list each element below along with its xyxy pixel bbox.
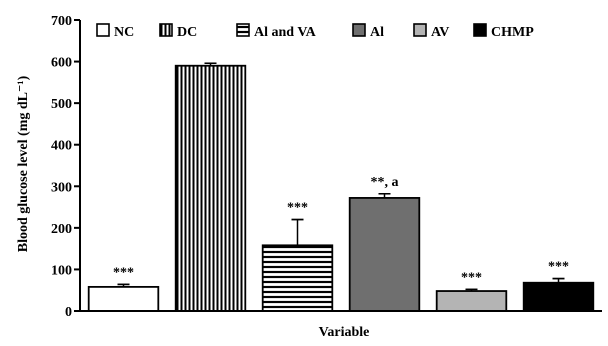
legend-label: CHMP xyxy=(491,25,534,40)
legend-item-chmp: CHMP xyxy=(473,23,534,40)
bar-rect xyxy=(435,290,508,312)
legend-item-av: AV xyxy=(413,23,449,40)
legend-label: NC xyxy=(114,25,134,40)
legend-swatch xyxy=(413,23,427,37)
y-tick-label: 300 xyxy=(51,180,72,195)
legend-swatch xyxy=(159,23,173,37)
y-tick-label: 100 xyxy=(51,263,72,278)
legend-swatch xyxy=(352,23,366,37)
legend-item-al: Al xyxy=(352,23,384,40)
legend-label: AV xyxy=(431,25,449,40)
y-tick-label: 400 xyxy=(51,139,72,154)
legend-swatch xyxy=(236,23,250,37)
legend-swatch xyxy=(473,23,487,37)
bars: *** *** **, a *** *** xyxy=(87,62,595,312)
y-axis-title: Blood glucose level (mg dL⁻¹) xyxy=(16,75,31,252)
significance-label: *** xyxy=(287,201,308,216)
y-tick-label: 200 xyxy=(51,222,72,237)
legend-item-dc: DC xyxy=(159,23,197,40)
bar-rect xyxy=(348,197,421,312)
significance-label: *** xyxy=(461,270,482,285)
bar-chmp: *** xyxy=(522,260,595,312)
bar-rect xyxy=(522,281,595,312)
bar-al: **, a xyxy=(348,175,421,312)
legend-item-al-and-va: Al and VA xyxy=(236,23,317,40)
legend-label: Al and VA xyxy=(254,25,317,40)
legend: NC DC Al and VA Al AV CHMP xyxy=(96,23,534,40)
legend-label: DC xyxy=(177,25,197,40)
bar-dc xyxy=(174,62,247,312)
bar-rect xyxy=(174,64,247,312)
legend-swatch xyxy=(96,23,110,37)
x-axis-title: Variable xyxy=(319,325,370,340)
bar-av: *** xyxy=(435,270,508,312)
bar-al-and-va: *** xyxy=(261,201,334,312)
y-tick-label: 700 xyxy=(51,14,72,29)
legend-item-nc: NC xyxy=(96,23,134,40)
significance-label: *** xyxy=(113,265,134,280)
significance-label: **, a xyxy=(371,175,399,190)
y-axis: 0 100 200 300 400 500 600 700 xyxy=(51,14,81,320)
y-tick-label: 600 xyxy=(51,56,72,71)
significance-label: *** xyxy=(548,260,569,275)
bar-rect xyxy=(261,244,334,312)
bar-rect xyxy=(87,285,160,312)
y-tick-label: 500 xyxy=(51,97,72,112)
bar-nc: *** xyxy=(87,265,160,312)
y-tick-label: 0 xyxy=(65,305,72,320)
legend-label: Al xyxy=(370,25,384,40)
